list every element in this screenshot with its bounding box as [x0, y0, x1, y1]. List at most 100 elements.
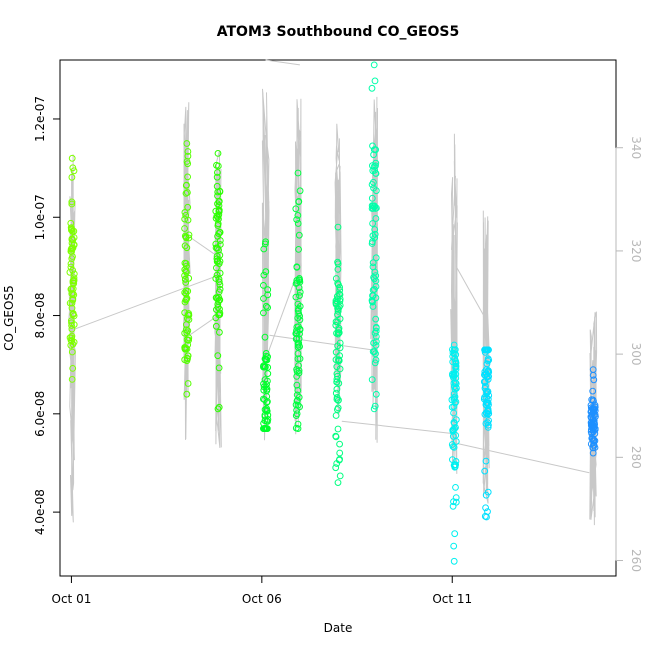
data-point — [183, 244, 191, 252]
data-point — [213, 173, 221, 181]
data-point — [481, 467, 489, 475]
data-point — [260, 271, 268, 279]
data-point — [70, 167, 78, 175]
data-point — [295, 310, 303, 317]
data-point — [335, 356, 343, 364]
data-point — [332, 356, 340, 364]
data-point — [587, 440, 595, 448]
data-point — [184, 148, 192, 155]
data-point — [212, 314, 220, 322]
data-point — [368, 84, 376, 92]
data-point — [481, 411, 489, 418]
data-point — [295, 367, 303, 374]
data-point — [483, 346, 490, 354]
data-point — [292, 293, 300, 301]
data-point — [371, 348, 378, 356]
x-axis-label: Date — [324, 621, 353, 635]
data-point — [369, 167, 377, 175]
data-point — [181, 242, 189, 250]
data-point — [294, 307, 302, 315]
data-point — [484, 395, 492, 403]
data-point — [484, 410, 492, 418]
data-point — [483, 399, 491, 407]
data-point — [450, 350, 458, 358]
data-point — [482, 457, 490, 465]
y-axis-left: 4.0e-08 6.0e-08 8.0e-08 1.0e-07 1.2e-07 — [33, 96, 61, 535]
data-point — [264, 370, 272, 378]
data-point — [450, 498, 457, 506]
data-point — [70, 274, 78, 282]
data-point — [264, 291, 272, 299]
data-point — [215, 294, 223, 301]
data-point — [294, 220, 302, 227]
data-point — [452, 498, 460, 506]
data-point — [589, 449, 597, 457]
data-point — [70, 270, 78, 278]
data-point — [335, 396, 342, 404]
data-point — [68, 332, 76, 340]
data-point — [295, 246, 303, 253]
data-point — [212, 322, 220, 330]
data-point — [296, 187, 304, 195]
data-point — [451, 346, 459, 354]
data-point — [214, 213, 222, 221]
data-point — [181, 272, 189, 280]
data-point — [450, 542, 458, 550]
data-point — [450, 461, 458, 469]
connector-line-2 — [263, 276, 297, 365]
data-point — [214, 352, 222, 360]
data-point — [68, 348, 76, 356]
data-point — [214, 169, 221, 176]
data-point — [66, 299, 74, 307]
data-point — [70, 291, 78, 299]
data-point — [589, 387, 597, 395]
data-point — [67, 224, 75, 232]
data-point — [294, 212, 302, 219]
data-point — [296, 325, 304, 333]
data-point — [215, 230, 223, 238]
data-point — [69, 290, 77, 297]
data-point — [215, 403, 223, 411]
data-point — [69, 164, 77, 172]
data-point — [590, 376, 598, 384]
altitude-line-4 — [294, 98, 302, 435]
data-point — [368, 240, 376, 247]
data-point — [370, 163, 378, 170]
data-points-layer — [66, 61, 599, 565]
data-point — [215, 278, 223, 286]
data-point — [293, 373, 301, 380]
data-point — [483, 360, 491, 368]
data-point — [334, 223, 342, 231]
data-point — [264, 286, 272, 294]
data-point — [450, 557, 458, 565]
data-point — [482, 504, 490, 512]
data-point — [216, 228, 224, 236]
data-point — [184, 355, 191, 363]
data-point — [370, 274, 378, 281]
data-point — [181, 276, 189, 283]
data-point — [369, 259, 377, 267]
data-point — [294, 350, 302, 357]
data-point — [213, 264, 220, 272]
data-point — [181, 356, 189, 364]
connector-line-0 — [71, 275, 217, 331]
data-point — [372, 315, 380, 323]
data-point — [369, 298, 376, 306]
data-point — [483, 513, 490, 521]
data-point — [262, 238, 270, 246]
data-point — [264, 416, 272, 423]
data-point — [181, 344, 189, 352]
data-point — [183, 390, 191, 398]
data-point — [369, 142, 376, 150]
data-point — [264, 304, 272, 311]
data-point — [70, 312, 78, 320]
data-point — [262, 425, 270, 433]
data-point — [336, 344, 344, 352]
data-point — [215, 364, 223, 372]
data-point — [68, 319, 75, 327]
data-point — [213, 306, 220, 314]
data-point — [452, 398, 460, 406]
data-point — [448, 403, 456, 411]
